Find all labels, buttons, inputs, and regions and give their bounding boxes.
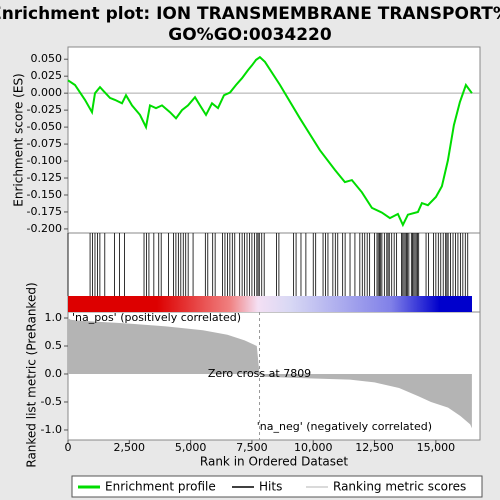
- y-tick-label: 0.050: [31, 52, 63, 65]
- chart-title: Enrichment plot: ION TRANSMEMBRANE TRANS…: [0, 4, 500, 24]
- y-tick-label: -0.025: [27, 103, 62, 116]
- x-tick-label: 7,500: [236, 441, 268, 454]
- annotation: 'na_pos' (positively correlated): [72, 311, 241, 324]
- y-tick-label: 0.0: [45, 367, 63, 380]
- rank-color-bar: [68, 296, 472, 312]
- y-tick-label: -0.125: [27, 171, 62, 184]
- y-axis-label: Enrichment score (ES): [12, 73, 26, 206]
- y-axis-label: Ranked list metric (PreRanked): [25, 282, 39, 467]
- y-tick-label: 0.000: [31, 86, 63, 99]
- y-tick-label: -1.0: [41, 423, 62, 436]
- annotation: Zero cross at 7809: [208, 367, 311, 380]
- x-axis-label: Rank in Ordered Dataset: [200, 455, 348, 469]
- x-tick-label: 12,500: [355, 441, 394, 454]
- legend: [71, 475, 483, 498]
- x-tick-label: 0: [65, 441, 72, 454]
- x-tick-label: 5,000: [175, 441, 207, 454]
- enrichment-line: [67, 55, 473, 228]
- metric-area: [68, 318, 472, 429]
- y-tick-label: -0.175: [27, 205, 62, 218]
- x-tick-label: 2,500: [114, 441, 146, 454]
- legend-label: Enrichment profile: [105, 480, 216, 494]
- y-tick-label: 0.025: [31, 69, 63, 82]
- y-tick-label: -0.075: [27, 137, 62, 150]
- y-tick-label: -0.100: [27, 154, 62, 167]
- y-tick-label: -0.5: [41, 395, 62, 408]
- legend-label: Ranking metric scores: [333, 480, 466, 494]
- y-tick-label: -0.150: [27, 188, 62, 201]
- x-tick-label: 15,000: [417, 441, 456, 454]
- y-tick-label: 1.0: [45, 311, 63, 324]
- chart-title: GO%GO:0034220: [168, 25, 332, 45]
- y-tick-label: 0.5: [45, 339, 63, 352]
- y-tick-label: -0.200: [27, 222, 62, 235]
- legend-label: Hits: [259, 480, 282, 494]
- annotation: 'na_neg' (negatively correlated): [257, 420, 432, 433]
- y-tick-label: -0.050: [27, 120, 62, 133]
- x-tick-label: 10,000: [294, 441, 333, 454]
